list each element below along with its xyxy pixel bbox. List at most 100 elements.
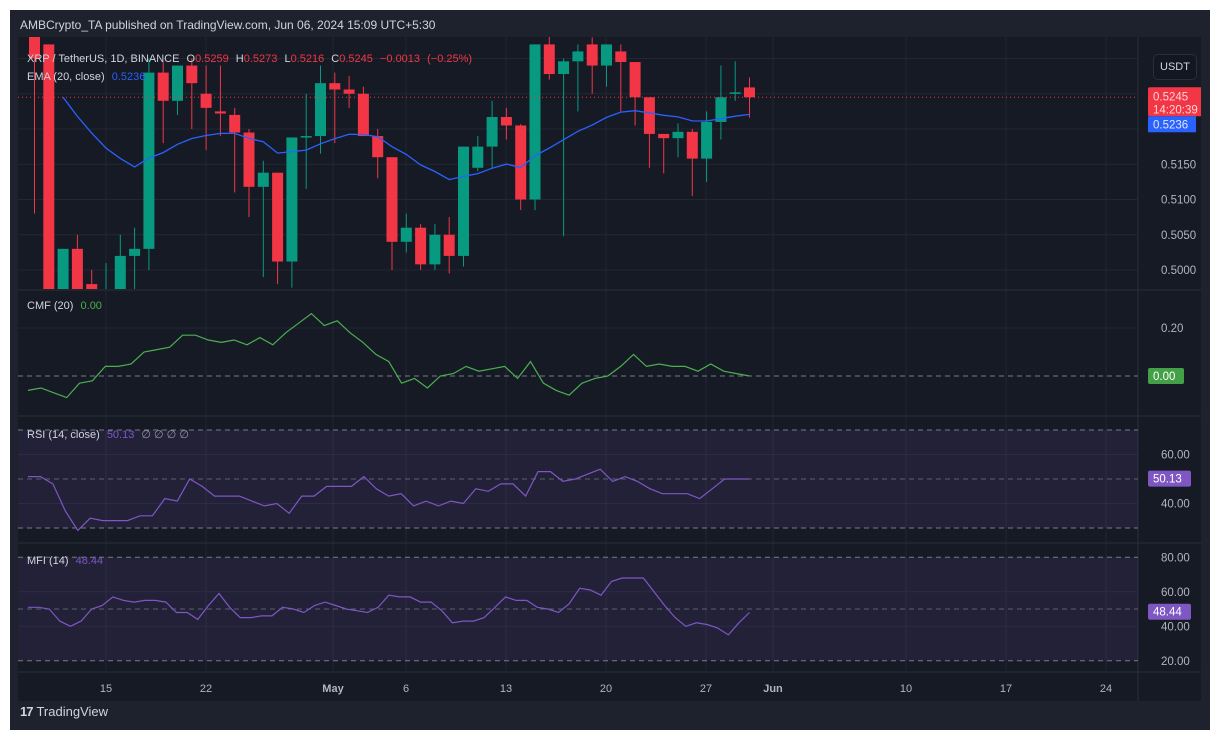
- candle-body[interactable]: [29, 37, 40, 59]
- candle-body[interactable]: [229, 114, 241, 133]
- candle-body[interactable]: [715, 97, 727, 122]
- candle-body[interactable]: [643, 97, 655, 134]
- time-axis-label: 13: [500, 683, 512, 695]
- candle-body[interactable]: [71, 248, 83, 298]
- last-price-tag: [1148, 87, 1206, 117]
- candle-body[interactable]: [257, 172, 269, 187]
- change-value: −0.0013: [379, 53, 421, 65]
- candle-body[interactable]: [286, 137, 298, 262]
- candle-body[interactable]: [329, 83, 341, 90]
- time-axis-label: 17: [1000, 683, 1012, 695]
- cmf-axis-label: 0.20: [1161, 323, 1183, 335]
- mfi-axis-label: 20.00: [1161, 656, 1190, 668]
- candle-body[interactable]: [129, 248, 141, 256]
- candle-body[interactable]: [744, 87, 755, 98]
- price-axis-label: 0.5150: [1161, 159, 1196, 171]
- cmf-legend: CMF (20) 0.00: [27, 300, 106, 312]
- candle-body[interactable]: [386, 157, 398, 242]
- ema-line: [62, 96, 750, 181]
- candle-body[interactable]: [558, 61, 570, 75]
- candle-body[interactable]: [200, 93, 212, 108]
- candle-body[interactable]: [543, 44, 555, 75]
- candle-body[interactable]: [57, 248, 69, 298]
- candle-body[interactable]: [186, 65, 198, 84]
- rsi-value: 50.13: [106, 429, 135, 441]
- candle-body[interactable]: [300, 136, 312, 138]
- candle-body[interactable]: [529, 44, 541, 200]
- time-axis-label: 22: [200, 683, 212, 695]
- candle-body[interactable]: [243, 132, 255, 187]
- candle-body[interactable]: [472, 146, 484, 168]
- high-label: H: [235, 53, 244, 65]
- candle-body[interactable]: [214, 111, 226, 114]
- mfi-legend: MFI (14) 48.44: [27, 555, 107, 567]
- rsi-hidden-values: ∅ ∅ ∅ ∅: [141, 429, 189, 441]
- candle-body[interactable]: [315, 83, 326, 137]
- candle-body[interactable]: [701, 121, 713, 159]
- ema-price-tag: [1148, 116, 1196, 133]
- cmf-label: CMF (20): [27, 300, 74, 312]
- ohlc-close: C0.5245: [331, 53, 373, 65]
- candle-body[interactable]: [415, 227, 427, 265]
- symbol-title: XRP / TetherUS, 1D, BINANCE: [27, 53, 180, 65]
- rsi-line: [28, 468, 750, 532]
- rsi-axis-label: 40.00: [1161, 499, 1190, 511]
- candle-body[interactable]: [615, 51, 627, 63]
- candle-body[interactable]: [586, 44, 598, 66]
- candle-body[interactable]: [357, 93, 369, 137]
- low-value: 0.5216: [290, 53, 325, 65]
- currency-button[interactable]: USDT: [1153, 54, 1197, 80]
- tradingview-snapshot-frame: AMBCrypto_TA published on TradingView.co…: [10, 10, 1210, 730]
- low-label: L: [284, 53, 291, 65]
- candle-body[interactable]: [601, 44, 612, 66]
- candle-body[interactable]: [372, 136, 384, 158]
- mfi-axis-label: 80.00: [1161, 552, 1190, 564]
- candle-body[interactable]: [486, 117, 498, 147]
- tradingview-logo-icon: 17: [20, 704, 34, 719]
- candle-body[interactable]: [172, 65, 183, 101]
- candle-body[interactable]: [400, 227, 412, 242]
- candle-body[interactable]: [343, 89, 355, 94]
- chart-area[interactable]: 15 22 May 6 13 20 27 Jun 10 17 24 0.5150 0.5100 0.505…: [18, 37, 1206, 701]
- mfi-line-tag-value: 48.44: [1153, 607, 1182, 619]
- candle-body[interactable]: [629, 62, 641, 98]
- open-value: 0.5259: [195, 53, 229, 65]
- candle-body[interactable]: [686, 131, 698, 159]
- price-axis-label: 0.5100: [1161, 195, 1196, 207]
- chart-canvas[interactable]: 15 22 May 6 13 20 27 Jun 10 17 24 0.5150 0.5100 0.505…: [18, 37, 1206, 701]
- ohlc-high: H0.5273: [236, 53, 278, 65]
- candle-body[interactable]: [86, 284, 98, 291]
- candle-body[interactable]: [157, 72, 169, 101]
- candle-body[interactable]: [272, 172, 284, 262]
- rsi-line-tag-value: 50.13: [1153, 474, 1182, 486]
- mfi-label: MFI (14): [27, 555, 69, 567]
- cmf-line: [27, 312, 750, 399]
- candle-body[interactable]: [658, 133, 670, 139]
- rsi-line-tag: [1148, 470, 1191, 487]
- candle-body[interactable]: [729, 92, 741, 94]
- time-axis-label: 27: [700, 683, 712, 695]
- close-label: C: [331, 53, 340, 65]
- candle-body[interactable]: [43, 44, 55, 298]
- ohlc-low: L0.5216: [284, 53, 324, 65]
- candle-body[interactable]: [500, 117, 512, 126]
- symbol-legend: XRP / TetherUS, 1D, BINANCE O0.5259 H0.5…: [27, 53, 476, 65]
- candle-body[interactable]: [114, 255, 126, 291]
- candle-body[interactable]: [429, 234, 441, 265]
- cmf-line-tag-value: 0.00: [1153, 371, 1175, 383]
- price-axis-label: 0.5050: [1161, 230, 1196, 242]
- time-axis-label: Jun: [763, 683, 783, 695]
- mfi-line-tag: [1148, 603, 1191, 620]
- mfi-axis-label: 40.00: [1161, 621, 1190, 633]
- published-caption: AMBCrypto_TA published on TradingView.co…: [20, 18, 436, 32]
- candle-body[interactable]: [443, 234, 455, 256]
- candle-body[interactable]: [672, 131, 684, 139]
- cmf-value: 0.00: [80, 300, 102, 312]
- candle-body[interactable]: [143, 72, 155, 249]
- time-axis-label: 10: [900, 683, 912, 695]
- close-value: 0.5245: [339, 53, 373, 65]
- candle-body[interactable]: [458, 146, 469, 256]
- candle-body[interactable]: [572, 51, 584, 62]
- candle-body[interactable]: [515, 125, 527, 200]
- ema-value: 0.5236: [111, 71, 146, 83]
